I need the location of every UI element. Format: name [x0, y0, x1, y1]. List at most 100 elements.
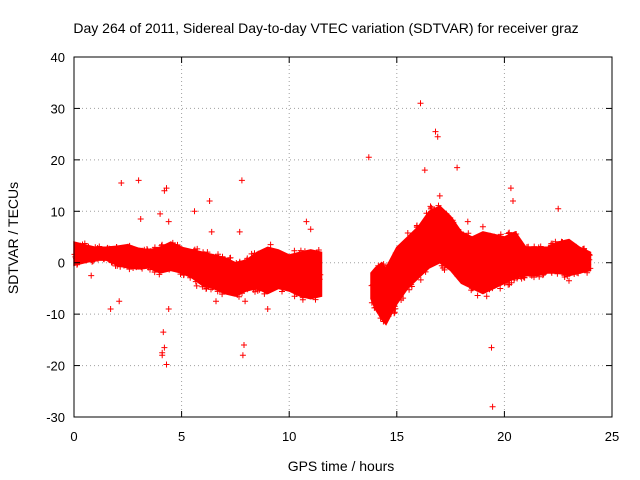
band-point	[234, 264, 241, 271]
band-point	[585, 261, 592, 268]
band-point	[497, 285, 504, 292]
band-point	[246, 281, 253, 288]
band-point	[505, 268, 512, 274]
band-point	[244, 286, 251, 293]
band-point	[266, 286, 273, 293]
band-point	[485, 248, 491, 255]
band-point	[291, 247, 298, 254]
band-point	[549, 240, 556, 247]
band-point	[149, 261, 155, 268]
band-point	[449, 244, 456, 250]
band-point	[289, 276, 296, 283]
outlier-point	[137, 216, 144, 222]
band-point	[302, 256, 309, 263]
band-point	[177, 244, 183, 251]
band-point	[397, 255, 404, 262]
band-point	[289, 263, 296, 270]
band-point	[90, 254, 96, 261]
band-point	[255, 250, 262, 257]
band-point	[520, 274, 527, 281]
y-tick-label: 10	[51, 204, 65, 219]
y-axis-label: SDTVAR / TECUs	[5, 182, 21, 294]
band-point	[554, 270, 561, 277]
band-point	[441, 266, 448, 273]
band-point	[515, 254, 522, 261]
band-point	[106, 252, 113, 259]
outlier-point	[88, 272, 95, 279]
band-point	[226, 278, 232, 285]
outlier-point	[242, 298, 249, 305]
band-point	[458, 264, 465, 270]
band-point	[391, 275, 398, 282]
band-point	[510, 235, 517, 242]
band-point	[273, 275, 280, 282]
outlier-point	[555, 205, 562, 212]
band-point	[538, 264, 545, 271]
band-point	[550, 265, 557, 272]
band-point	[244, 255, 251, 262]
band-point	[471, 275, 478, 282]
band-point	[457, 256, 464, 263]
band-point	[200, 279, 206, 286]
band-point	[464, 244, 470, 251]
band-point	[245, 282, 252, 289]
band-point	[489, 247, 496, 254]
band-point	[572, 244, 579, 251]
band-point	[477, 262, 484, 268]
band-point	[549, 258, 555, 265]
band-point	[119, 249, 126, 255]
outlier-point	[417, 100, 424, 107]
band-point	[579, 246, 586, 252]
band-point	[454, 257, 461, 264]
x-axis-label: GPS time / hours	[288, 458, 395, 474]
band-point	[128, 246, 135, 253]
band-point	[465, 230, 472, 237]
band-point	[425, 262, 432, 269]
band-point	[407, 261, 414, 268]
band-point	[548, 251, 555, 258]
band-point	[315, 247, 322, 253]
outlier-point	[305, 285, 312, 292]
x-tick-label: 20	[497, 429, 511, 444]
band-point	[380, 261, 387, 268]
band-point	[527, 263, 534, 270]
band-point	[503, 251, 510, 258]
band-point	[292, 289, 299, 296]
band-point	[192, 278, 199, 285]
band-point	[174, 264, 181, 271]
band-point	[92, 249, 98, 256]
band-point	[266, 277, 273, 284]
band-point	[404, 230, 411, 236]
band-point	[428, 234, 435, 241]
band-point	[497, 254, 504, 261]
band-point	[436, 248, 443, 255]
band-point	[194, 257, 201, 264]
band-point	[218, 271, 225, 278]
band-point	[234, 284, 241, 291]
band-point	[440, 232, 447, 239]
band-point	[286, 255, 293, 262]
band-point	[199, 283, 206, 290]
y-tick-label: 30	[51, 101, 65, 116]
band-point	[77, 248, 84, 255]
band-point	[211, 272, 218, 279]
band-point	[422, 268, 429, 275]
band-point	[196, 251, 203, 258]
x-tick-label: 0	[70, 429, 77, 444]
band-point	[391, 310, 398, 317]
band-point	[431, 210, 438, 217]
band-point	[403, 239, 410, 245]
band-point	[412, 259, 419, 266]
band-point	[89, 246, 96, 252]
band-point	[500, 259, 507, 266]
band-point	[469, 259, 475, 266]
band-point	[446, 232, 453, 239]
band-point	[506, 229, 513, 236]
band-point	[269, 250, 276, 257]
band-point	[462, 265, 469, 272]
band-point	[460, 239, 467, 246]
band-point	[413, 224, 420, 231]
band-point	[489, 285, 496, 292]
outlier-point	[206, 198, 213, 204]
band-point	[139, 265, 146, 272]
